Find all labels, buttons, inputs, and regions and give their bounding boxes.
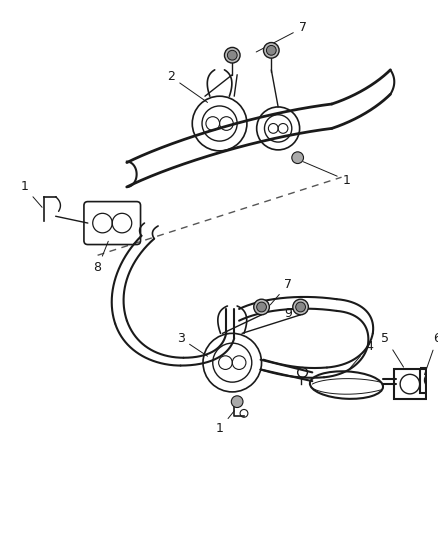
Circle shape (227, 50, 237, 60)
Text: 5: 5 (381, 332, 403, 367)
Text: 1: 1 (303, 161, 350, 187)
Text: 7: 7 (256, 21, 307, 52)
Circle shape (266, 45, 276, 55)
Circle shape (257, 302, 266, 312)
Text: 6: 6 (424, 332, 438, 375)
Circle shape (292, 152, 304, 164)
Circle shape (231, 396, 243, 408)
Text: 7: 7 (270, 278, 292, 305)
Text: 3: 3 (177, 332, 208, 356)
Text: 1: 1 (21, 181, 42, 207)
Text: 4: 4 (348, 340, 373, 370)
Circle shape (293, 299, 308, 315)
Circle shape (296, 302, 305, 312)
Circle shape (264, 43, 279, 58)
Circle shape (254, 299, 269, 315)
Text: 8: 8 (94, 241, 108, 274)
Text: 2: 2 (167, 70, 208, 102)
Text: 1: 1 (215, 410, 234, 435)
Text: 9: 9 (284, 308, 292, 320)
Circle shape (224, 47, 240, 63)
